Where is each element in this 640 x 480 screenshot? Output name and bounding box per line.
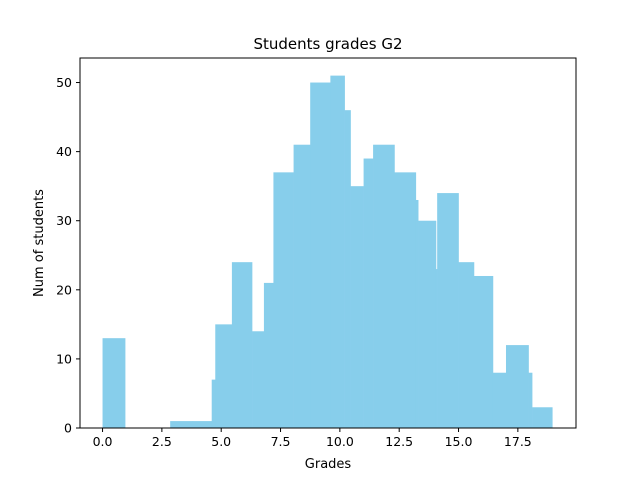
histogram-bar-27: [528, 372, 533, 428]
histogram-bar-0: [102, 338, 126, 428]
histogram-bar-14: [344, 110, 351, 429]
histogram-bar-3: [170, 421, 194, 428]
y-axis-label: Num of students: [32, 189, 47, 297]
x-tick-label: 0.0: [93, 434, 113, 449]
histogram-bar-22: [437, 193, 459, 428]
histogram-bar-21: [435, 269, 438, 428]
x-tick-label: 10.0: [326, 434, 354, 449]
x-axis-ticks: 0.0 2.5 5.0 7.5 10.0 12.5 15.0 17.5: [93, 428, 532, 449]
x-tick-label: 5.0: [211, 434, 231, 449]
histogram-bar-10: [273, 172, 294, 428]
histogram-bars: [102, 75, 553, 429]
y-tick-label: 20: [56, 282, 72, 297]
histogram-bar-9: [263, 282, 274, 428]
y-tick-label: 40: [56, 144, 72, 159]
x-tick-label: 15.0: [445, 434, 473, 449]
x-tick-label: 12.5: [385, 434, 413, 449]
histogram-bar-5: [211, 379, 216, 428]
x-tick-label: 17.5: [504, 434, 532, 449]
histogram-bar-18: [394, 172, 417, 428]
histogram-bar-8: [252, 331, 265, 428]
histogram-bar-26: [505, 345, 529, 428]
histogram-bar-15: [350, 186, 364, 428]
histogram-bar-7: [231, 262, 253, 428]
chart-title: Students grades G2: [253, 35, 402, 53]
histogram-bar-6: [215, 324, 233, 428]
histogram-bar-11: [293, 144, 311, 428]
plot-frame: [79, 57, 577, 429]
histogram-bar-16: [363, 158, 374, 428]
histogram-bar-17: [373, 144, 395, 428]
histogram-bar-28: [532, 407, 553, 428]
y-tick-label: 10: [56, 351, 72, 366]
histogram-bar-13: [330, 75, 345, 429]
y-tick-label: 30: [56, 213, 72, 228]
histogram-bar-24: [473, 275, 494, 428]
x-tick-label: 7.5: [271, 434, 291, 449]
histogram-bar-20: [418, 220, 437, 428]
histogram-bar-19: [415, 199, 419, 428]
y-axis-ticks: 0 10 20 30 40 50: [56, 75, 80, 436]
x-tick-label: 2.5: [152, 434, 172, 449]
histogram-bar-23: [458, 262, 475, 428]
y-tick-label: 50: [56, 75, 72, 90]
y-tick-label: 0: [64, 421, 72, 436]
histogram-bar-12: [310, 82, 331, 428]
histogram-bar-4: [192, 421, 213, 428]
x-axis-label: Grades: [305, 457, 352, 472]
histogram-bar-25: [492, 372, 507, 428]
